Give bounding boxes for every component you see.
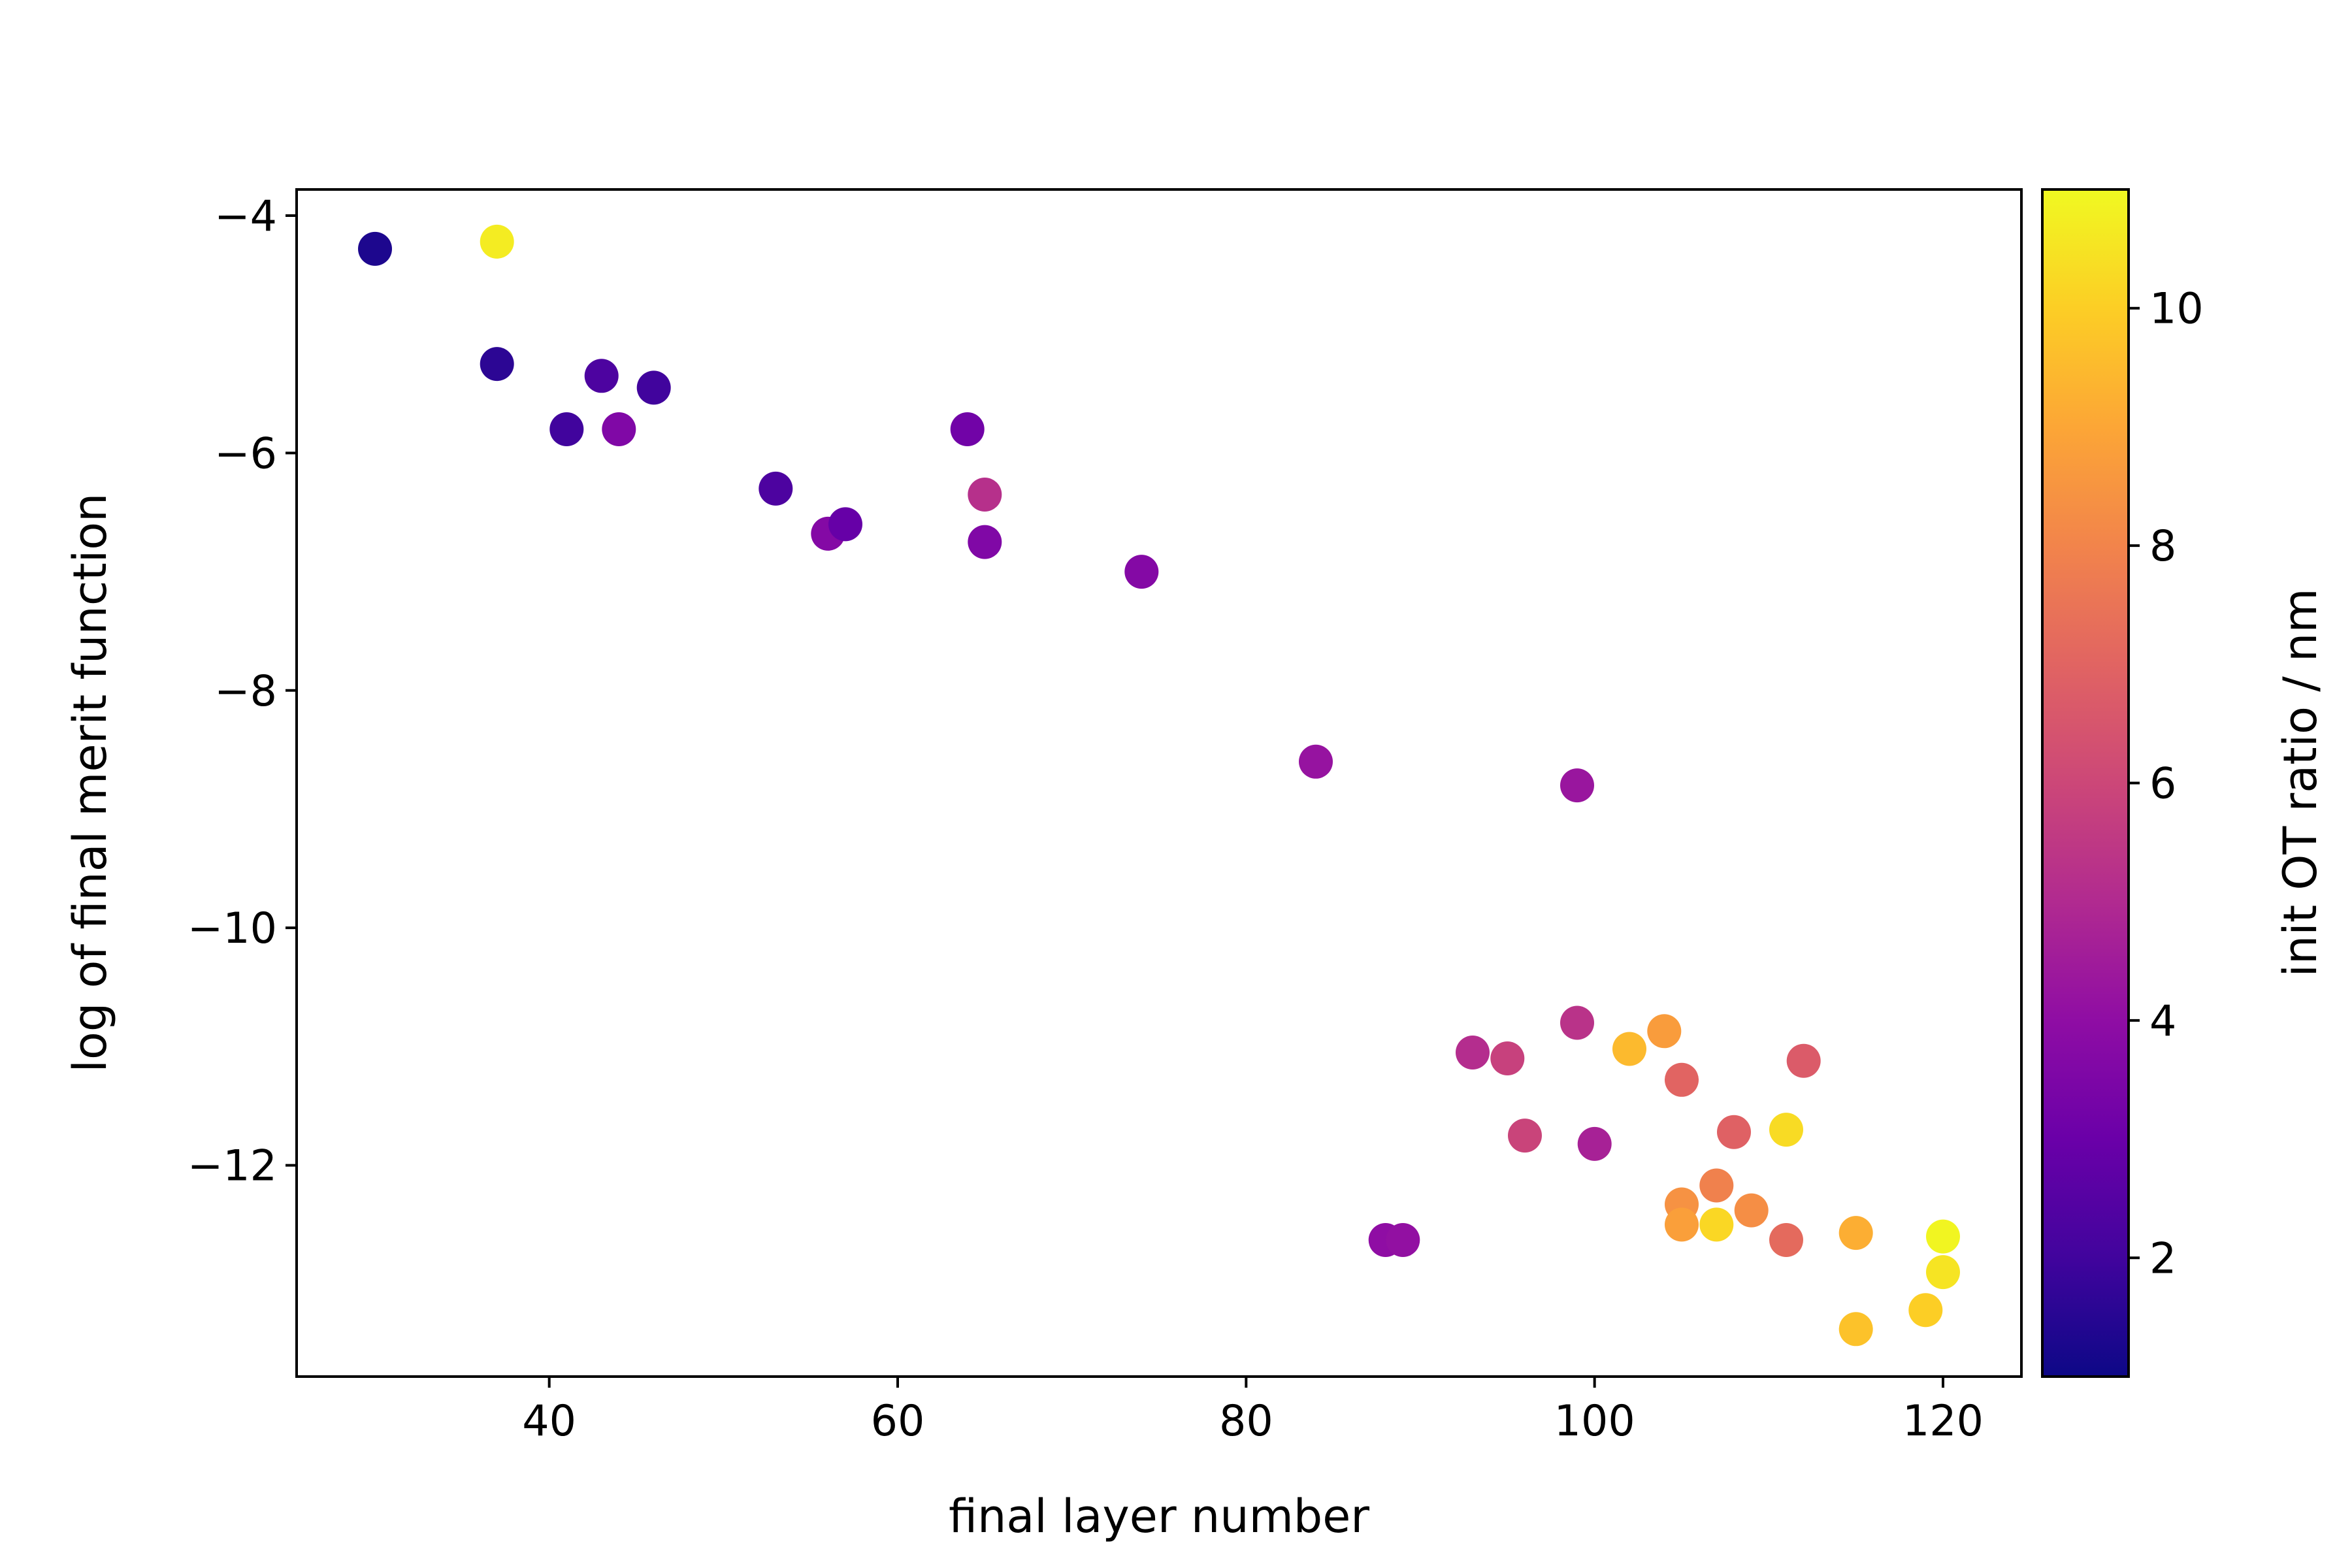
- data-point: [480, 224, 514, 259]
- colorbar-tick-label: 4: [2149, 997, 2176, 1046]
- colorbar-ticks: 2 4 6 8 10: [2129, 285, 2204, 1283]
- colorbar-gradient: [2042, 189, 2129, 1377]
- data-point: [1699, 1168, 1734, 1203]
- data-point: [1456, 1036, 1490, 1070]
- data-point: [950, 412, 985, 446]
- data-point: [1560, 768, 1594, 803]
- data-point: [1769, 1223, 1803, 1257]
- colorbar-label: init OT ratio / nm: [2274, 588, 2327, 977]
- x-tick-label: 80: [1219, 1397, 1273, 1446]
- data-point: [584, 359, 619, 393]
- colorbar-tick-label: 2: [2149, 1234, 2176, 1283]
- data-point: [1612, 1032, 1646, 1066]
- x-tick-label: 100: [1554, 1397, 1635, 1446]
- data-point: [549, 412, 584, 446]
- data-point: [968, 478, 1002, 512]
- x-tick-label: 60: [871, 1397, 925, 1446]
- data-point: [1926, 1255, 1960, 1290]
- colorbar-tick-label: 8: [2149, 522, 2176, 571]
- data-point: [828, 507, 862, 542]
- data-point: [1508, 1119, 1542, 1153]
- data-point: [1665, 1207, 1699, 1242]
- data-point: [1908, 1293, 1943, 1328]
- plot-area: [295, 188, 2023, 1378]
- data-points: [358, 224, 1960, 1347]
- data-point: [636, 370, 671, 405]
- data-point: [1124, 555, 1159, 589]
- data-point: [1560, 1005, 1594, 1040]
- data-point: [1490, 1041, 1525, 1075]
- colorbar: 2 4 6 8 10 init OT ratio / nm: [2041, 188, 2327, 1378]
- y-axis-label: log of final merit function: [63, 493, 117, 1073]
- data-point: [602, 412, 636, 446]
- data-point: [1647, 1014, 1682, 1049]
- data-point: [1665, 1062, 1699, 1097]
- data-point: [358, 231, 392, 266]
- y-tick-label: −6: [214, 429, 277, 478]
- x-axis-label: final layer number: [949, 1490, 1369, 1543]
- data-point: [1926, 1219, 1960, 1254]
- x-tick-label: 120: [1903, 1397, 1984, 1446]
- data-point: [1838, 1312, 1873, 1347]
- y-tick-label: −4: [214, 192, 277, 241]
- colorbar-tick-label: 10: [2149, 285, 2204, 334]
- data-point: [1734, 1193, 1769, 1228]
- y-tick-label: −8: [214, 667, 277, 716]
- data-point: [1299, 744, 1333, 779]
- data-point: [480, 347, 514, 382]
- x-tick-label: 40: [522, 1397, 576, 1446]
- data-point: [759, 471, 793, 506]
- plot-frame: [295, 188, 2023, 1378]
- data-point: [1577, 1126, 1612, 1161]
- x-axis-ticks: 40 60 80 100 120: [522, 1377, 1984, 1446]
- data-point: [1786, 1043, 1821, 1078]
- data-point: [1838, 1216, 1873, 1250]
- y-tick-label: −12: [188, 1142, 277, 1191]
- y-tick-label: −10: [188, 904, 277, 953]
- data-point: [1699, 1207, 1734, 1242]
- y-axis-ticks: −12 −10 −8 −6 −4: [188, 192, 297, 1191]
- data-point: [1717, 1115, 1751, 1149]
- data-point: [1386, 1223, 1420, 1257]
- data-point: [1769, 1113, 1803, 1147]
- colorbar-tick-label: 6: [2149, 760, 2176, 809]
- data-point: [968, 525, 1002, 559]
